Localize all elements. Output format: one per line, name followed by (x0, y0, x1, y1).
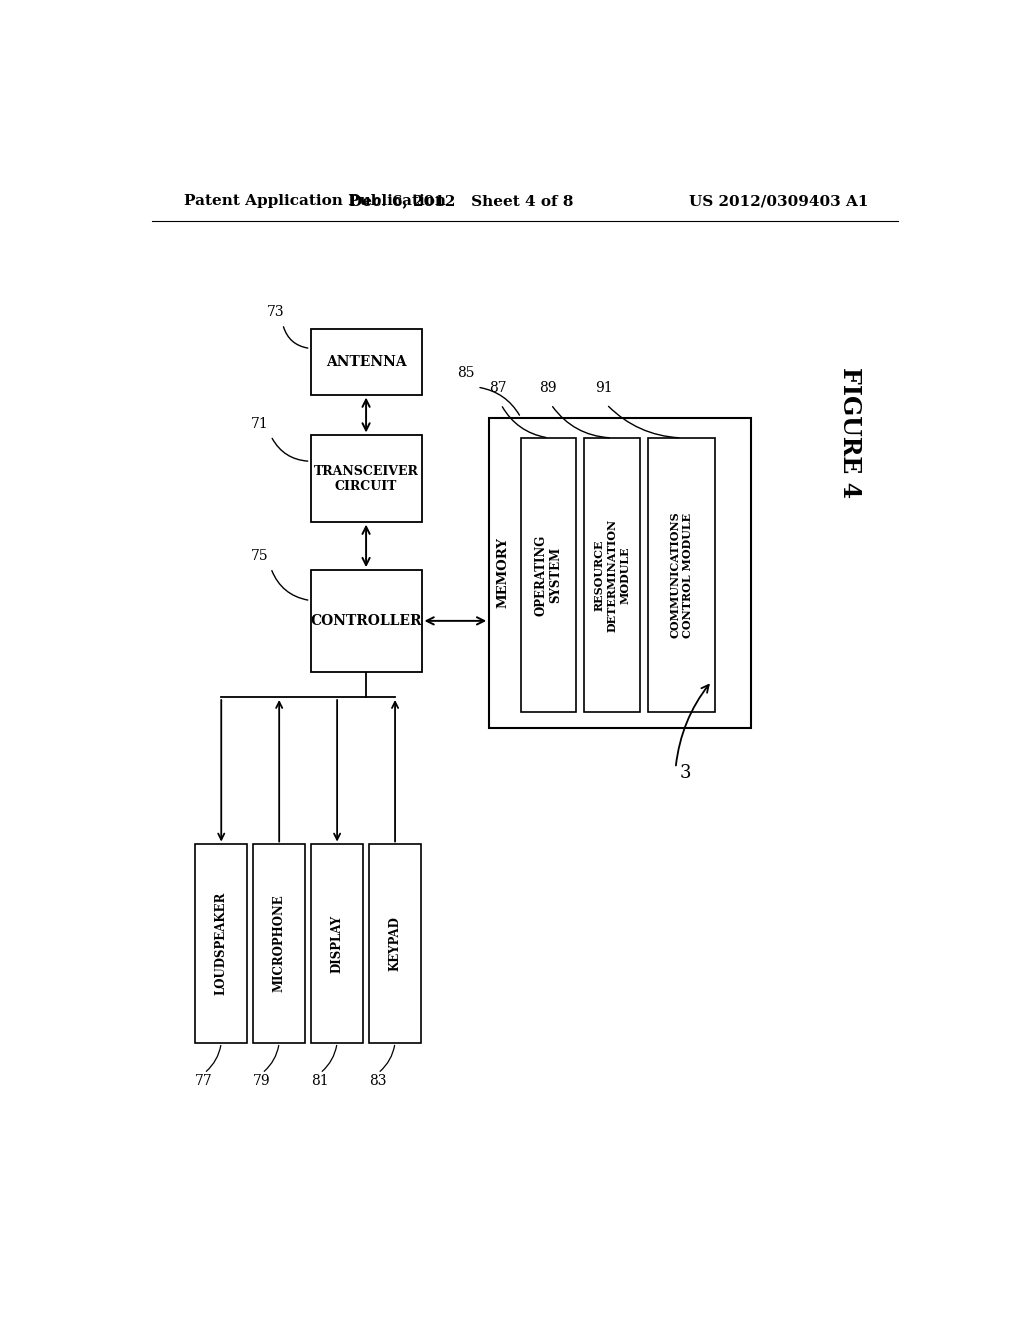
Text: 89: 89 (539, 381, 557, 395)
Text: US 2012/0309403 A1: US 2012/0309403 A1 (689, 194, 868, 209)
Text: 79: 79 (253, 1074, 271, 1089)
Bar (648, 438, 715, 713)
Text: COMMUNICATIONS
CONTROL MODULE: COMMUNICATIONS CONTROL MODULE (670, 512, 693, 639)
Text: MEMORY: MEMORY (497, 537, 510, 609)
Bar (489, 417, 751, 727)
Text: DISPLAY: DISPLAY (331, 915, 344, 973)
Text: Dec. 6, 2012   Sheet 4 of 8: Dec. 6, 2012 Sheet 4 of 8 (349, 194, 573, 209)
Text: ANTENNA: ANTENNA (326, 355, 407, 368)
Text: 77: 77 (196, 1074, 213, 1089)
Text: 73: 73 (267, 305, 285, 319)
Bar (521, 438, 577, 713)
Text: CONTROLLER: CONTROLLER (310, 614, 422, 628)
Bar (310, 570, 422, 672)
Text: KEYPAD: KEYPAD (388, 916, 401, 972)
Text: MICROPHONE: MICROPHONE (272, 895, 286, 993)
Text: 3: 3 (680, 764, 691, 783)
Bar (310, 329, 422, 395)
Bar (585, 438, 640, 713)
Text: TRANSCEIVER
CIRCUIT: TRANSCEIVER CIRCUIT (313, 465, 419, 492)
Text: Patent Application Publication: Patent Application Publication (183, 194, 445, 209)
Text: 83: 83 (370, 1074, 387, 1089)
Text: LOUDSPEAKER: LOUDSPEAKER (215, 892, 227, 995)
Bar (370, 845, 421, 1043)
Text: 81: 81 (311, 1074, 329, 1089)
Text: 71: 71 (251, 417, 268, 430)
Text: 75: 75 (251, 549, 268, 562)
Text: 87: 87 (489, 381, 507, 395)
Text: RESOURCE
DETERMINATION
MODULE: RESOURCE DETERMINATION MODULE (594, 519, 631, 632)
Text: 91: 91 (595, 381, 612, 395)
Text: 85: 85 (458, 366, 475, 380)
Bar (311, 845, 362, 1043)
Text: OPERATING
SYSTEM: OPERATING SYSTEM (535, 535, 562, 615)
Bar (310, 436, 422, 521)
Bar (253, 845, 305, 1043)
Bar (196, 845, 247, 1043)
Text: FIGURE 4: FIGURE 4 (839, 367, 862, 499)
